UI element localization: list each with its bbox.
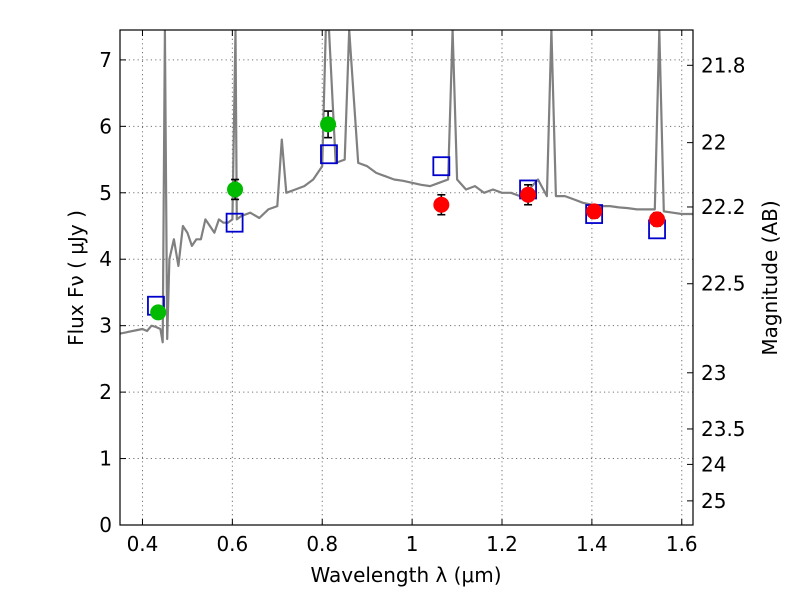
y-tick-label: 7 [99,48,112,72]
plot-frame [119,29,694,526]
x-tick-label: 0.4 [127,532,159,556]
x-tick-label: 0.6 [216,532,248,556]
y2-tick-label: 22 [701,131,726,155]
y2-tick-label: 22.2 [701,195,746,219]
observed-point [586,203,603,220]
y2-tick-label: 23 [701,361,726,385]
x-tick-label: 0.8 [306,532,338,556]
observed-point [649,211,666,228]
y-tick-label: 4 [99,247,112,271]
spectrum-line [120,30,693,344]
y-tick-label: 6 [99,114,112,138]
model-point [320,144,338,165]
x-tick-label: 1 [406,532,419,556]
observed-point [433,196,450,213]
x-tick-label: 1.2 [486,532,518,556]
y-tick-label: 1 [99,447,112,471]
grid [120,30,693,526]
y-tick-label: 5 [99,181,112,205]
observed-point [150,304,167,321]
y2-axis-label: Magnitude (AB) [758,200,782,355]
y-tick-label: 0 [99,513,112,537]
y2-tick-label: 21.8 [701,53,746,77]
observed-point [227,181,244,198]
y-tick-label: 3 [99,314,112,338]
y-tick-label: 2 [99,380,112,404]
x-axis-label: Wavelength λ (μm) [310,563,501,587]
x-tick-label: 1.4 [576,532,608,556]
model-point [432,156,451,177]
y2-tick-label: 25 [701,489,726,513]
y-axis-label: Flux Fν ( μJy ) [64,210,88,346]
y2-tick-label: 24 [701,452,726,476]
y2-tick-label: 22.5 [701,272,746,296]
observed-point [520,186,537,203]
x-tick-label: 1.6 [666,532,698,556]
plot-area [120,30,693,344]
observed-point [320,116,337,133]
y2-tick-label: 23.5 [701,417,746,441]
model-point [225,212,244,233]
